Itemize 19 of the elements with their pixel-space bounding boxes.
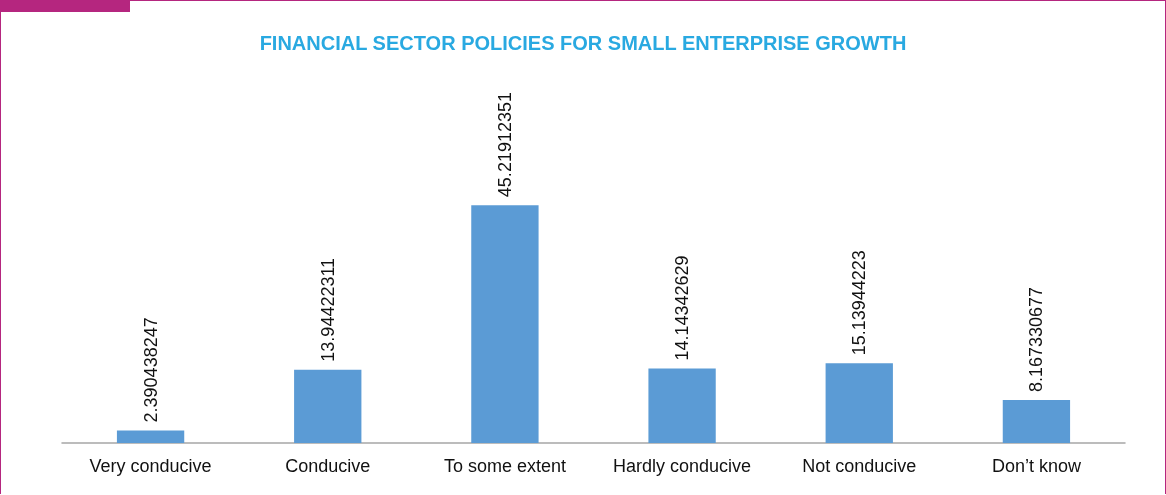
bar	[471, 205, 539, 443]
x-tick-label: To some extent	[443, 456, 566, 476]
data-label: 15.13944223	[849, 250, 870, 356]
data-label: 8.167330677	[1026, 286, 1047, 393]
bar	[825, 363, 893, 443]
x-tick-label: Very conducive	[89, 456, 212, 476]
chart-title: FINANCIAL SECTOR POLICIES FOR SMALL ENTERPRISE GROWTH	[259, 32, 907, 54]
bar	[648, 368, 716, 443]
x-tick-label: Conducive	[285, 456, 371, 476]
bar	[116, 430, 185, 443]
x-tick-label: Hardly conducive	[613, 456, 752, 476]
x-tick-label: Not conducive	[802, 456, 917, 476]
x-tick-label: Don’t know	[991, 456, 1082, 476]
bar	[1002, 400, 1071, 443]
bar	[294, 369, 362, 443]
data-label: 2.390438247	[140, 317, 161, 423]
data-label: 13.94422311	[317, 257, 338, 362]
data-label: 14.14342629	[672, 255, 693, 361]
data-label: 45.21912351	[494, 92, 515, 198]
